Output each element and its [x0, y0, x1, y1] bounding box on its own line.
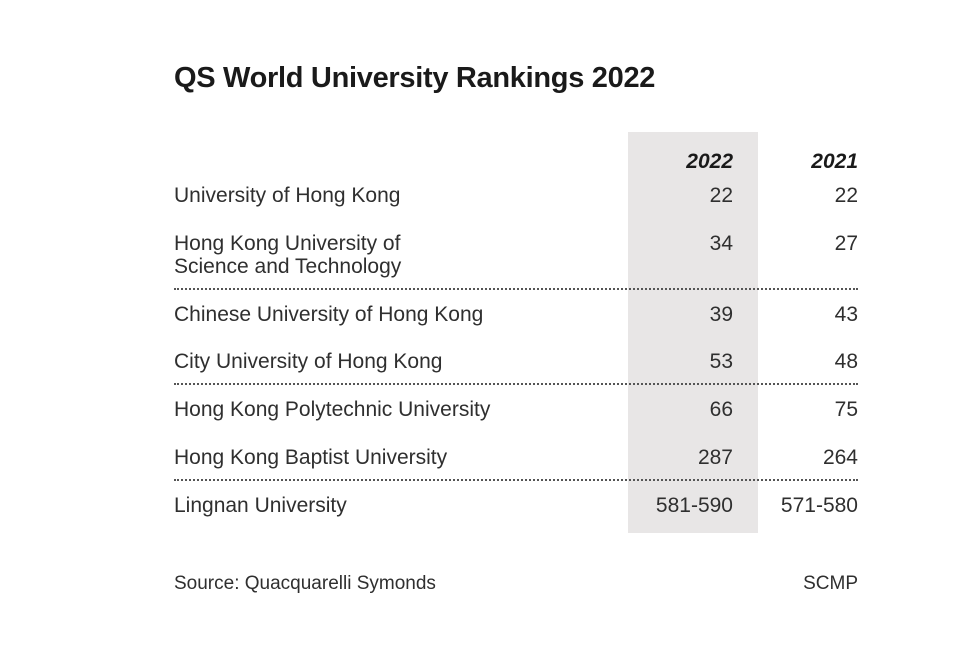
- row-divider: [174, 479, 858, 481]
- rank-2022: 581-590: [655, 494, 733, 517]
- university-name: Lingnan University: [174, 494, 347, 517]
- rank-2021: 43: [834, 303, 858, 326]
- university-name: Hong Kong Polytechnic University: [174, 398, 491, 421]
- university-name: City University of Hong Kong: [174, 350, 443, 373]
- row-divider: [174, 383, 858, 385]
- publisher-credit: SCMP: [803, 573, 858, 594]
- page-title: QS World University Rankings 2022: [174, 62, 656, 94]
- university-name: Hong Kong University of Science and Tech…: [174, 232, 402, 278]
- rank-2022: 22: [709, 184, 733, 207]
- column-header-2021: 2021: [811, 150, 858, 173]
- rank-2021: 264: [822, 446, 858, 469]
- rank-2021: 571-580: [780, 494, 858, 517]
- highlight-column-2022: [628, 132, 758, 533]
- rank-2022: 53: [709, 350, 733, 373]
- rank-2021: 48: [834, 350, 858, 373]
- rank-2022: 66: [709, 398, 733, 421]
- university-name: University of Hong Kong: [174, 184, 401, 207]
- source-note: Source: Quacquarelli Symonds: [174, 573, 436, 594]
- rank-2022: 34: [709, 232, 733, 255]
- rank-2021: 27: [834, 232, 858, 255]
- rank-2021: 75: [834, 398, 858, 421]
- university-name: Hong Kong Baptist University: [174, 446, 448, 469]
- rank-2021: 22: [834, 184, 858, 207]
- rank-2022: 39: [709, 303, 733, 326]
- university-name: Chinese University of Hong Kong: [174, 303, 484, 326]
- rank-2022: 287: [697, 446, 733, 469]
- column-header-2022: 2022: [686, 150, 733, 173]
- row-divider: [174, 288, 858, 290]
